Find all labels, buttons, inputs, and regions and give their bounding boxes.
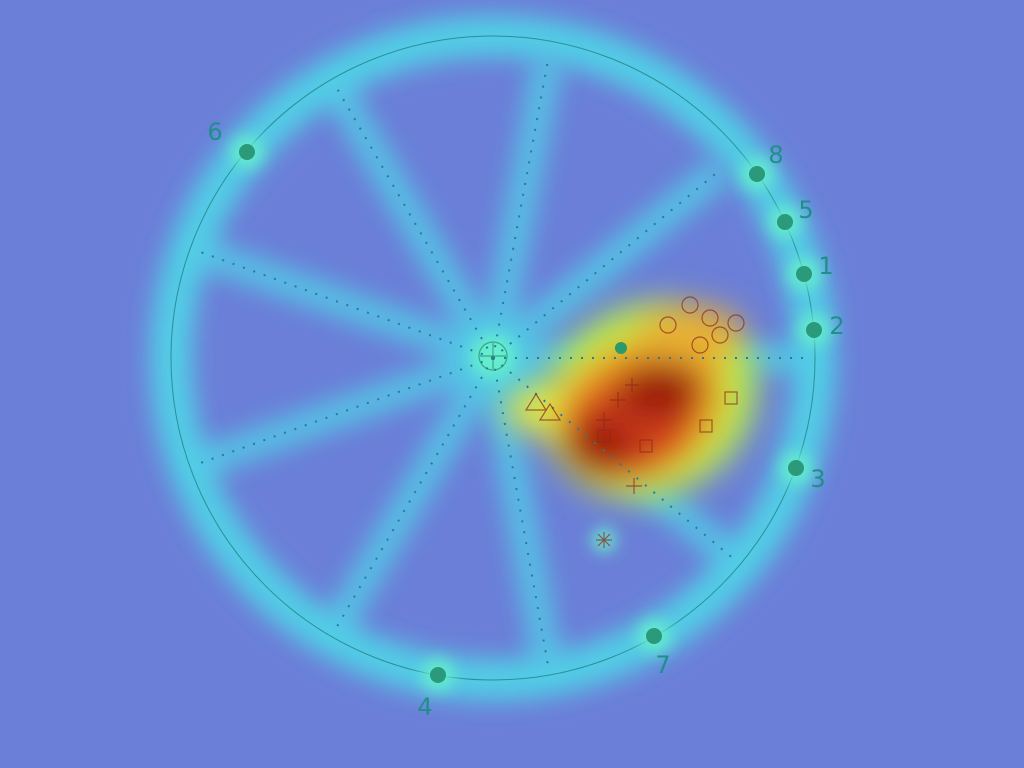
spoke-glow-line bbox=[189, 343, 499, 480]
circle bbox=[170, 35, 816, 681]
anchor-label: 8 bbox=[768, 141, 783, 169]
anchors: 1 2 3 4 5 6 7 8 bbox=[207, 118, 844, 721]
spoke-glow-line bbox=[478, 57, 563, 361]
markers bbox=[478, 296, 745, 548]
anchor-dot bbox=[806, 322, 822, 338]
spoke-glow-line bbox=[322, 77, 506, 366]
anchor-label: 5 bbox=[798, 196, 813, 224]
anchor-label: 2 bbox=[829, 312, 844, 340]
anchor-dot bbox=[749, 166, 765, 182]
anchor-label: 6 bbox=[207, 118, 222, 146]
anchor-label: 3 bbox=[810, 465, 825, 493]
anchor-dot bbox=[788, 460, 804, 476]
spoke-glow-line bbox=[483, 158, 730, 370]
spoke bbox=[492, 357, 549, 666]
anchor-dot bbox=[796, 266, 812, 282]
anchor-dot bbox=[646, 628, 662, 644]
spoke bbox=[194, 249, 494, 359]
anchor-dot bbox=[430, 667, 446, 683]
spoke-glow-line bbox=[322, 350, 506, 638]
anchor-dot bbox=[777, 214, 793, 230]
anchor-label: 1 bbox=[818, 252, 833, 280]
spokes bbox=[194, 59, 810, 666]
point bbox=[615, 342, 627, 354]
anchor-dot bbox=[239, 144, 255, 160]
heat-blob bbox=[505, 301, 757, 499]
anchor-label: 7 bbox=[655, 651, 670, 679]
anchor-label: 4 bbox=[417, 693, 432, 721]
